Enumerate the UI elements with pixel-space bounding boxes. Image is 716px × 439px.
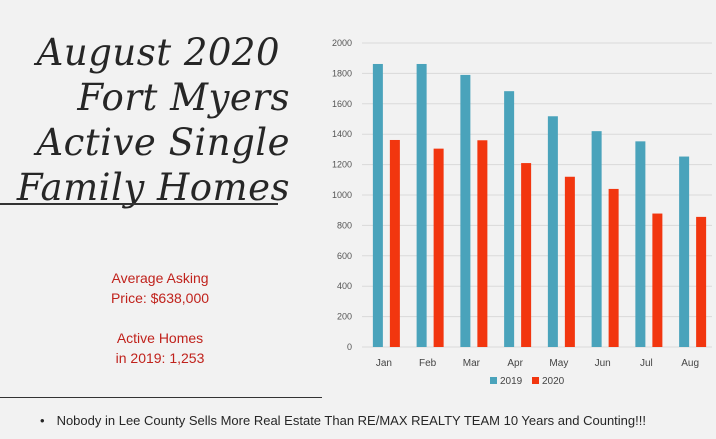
- y-tick-label: 200: [337, 312, 352, 322]
- active-homes-value: in 2019: 1,253: [115, 350, 205, 366]
- legend-label-2019: 2019: [500, 376, 523, 387]
- y-tick-label: 1200: [332, 160, 352, 170]
- bar-2020-jan: [389, 139, 400, 347]
- x-tick-label: Mar: [463, 358, 481, 369]
- footer-bullet: •: [40, 413, 45, 428]
- legend-swatch-2020: [532, 377, 539, 384]
- y-tick-label: 2000: [332, 38, 352, 48]
- y-tick-label: 1600: [332, 99, 352, 109]
- title-line-4: Family Homes: [16, 166, 290, 209]
- bar-2019-jan: [372, 63, 383, 347]
- asking-price-stat: Average Asking Price: $638,000: [80, 268, 240, 308]
- y-tick-label: 1400: [332, 129, 352, 139]
- bar-2020-may: [564, 176, 575, 347]
- title-line-1: August 2020: [36, 31, 280, 74]
- bar-2019-jun: [591, 131, 602, 347]
- x-tick-label: Apr: [507, 358, 523, 369]
- y-tick-label: 0: [347, 342, 352, 352]
- title-underline: [0, 203, 278, 205]
- bar-2019-aug: [679, 156, 690, 347]
- x-tick-label: Feb: [419, 358, 437, 369]
- footer-divider: [0, 397, 322, 398]
- title-line-3: Active Single: [36, 121, 290, 164]
- active-homes-label: Active Homes: [116, 330, 204, 346]
- footer-text: Nobody in Lee County Sells More Real Est…: [56, 413, 646, 428]
- y-tick-label: 1000: [332, 190, 352, 200]
- legend-label-2020: 2020: [542, 376, 565, 387]
- bar-2020-aug: [696, 216, 707, 347]
- bar-2019-feb: [416, 63, 427, 347]
- title-block: August 2020 Fort Myers Active Single Fam…: [0, 30, 290, 210]
- x-tick-label: May: [549, 358, 568, 369]
- title-line-2: Fort Myers: [77, 76, 290, 119]
- bar-2020-apr: [521, 163, 532, 347]
- bar-2020-feb: [433, 148, 444, 347]
- bar-2019-mar: [460, 74, 471, 348]
- y-tick-label: 800: [337, 220, 352, 230]
- y-tick-label: 600: [337, 251, 352, 261]
- bar-2019-may: [547, 116, 558, 347]
- y-tick-label: 400: [337, 281, 352, 291]
- bar-2019-apr: [504, 91, 515, 348]
- y-tick-label: 1800: [332, 68, 352, 78]
- x-tick-label: Jan: [376, 358, 392, 369]
- asking-price-value: Price: $638,000: [110, 290, 210, 306]
- x-tick-label: Jul: [640, 358, 653, 369]
- asking-price-label: Average Asking: [111, 270, 209, 286]
- bar-2020-mar: [477, 140, 488, 347]
- legend-swatch-2019: [490, 377, 497, 384]
- bar-2020-jul: [652, 213, 663, 347]
- bar-2020-jun: [608, 188, 619, 347]
- x-tick-label: Jun: [595, 358, 611, 369]
- footer: • Nobody in Lee County Sells More Real Es…: [40, 413, 646, 428]
- bar-2019-jul: [635, 141, 646, 347]
- active-homes-stat: Active Homes in 2019: 1,253: [80, 328, 240, 368]
- x-tick-label: Aug: [681, 358, 699, 369]
